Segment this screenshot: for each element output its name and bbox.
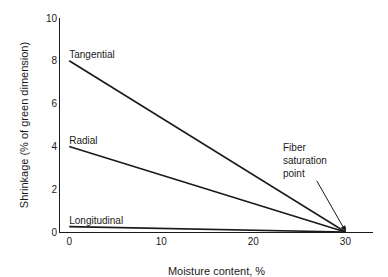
svg-text:10: 10 [46,13,58,24]
svg-text:20: 20 [248,236,260,247]
svg-text:Shrinkage (% of green dimensio: Shrinkage (% of green dimension) [18,42,30,208]
svg-text:8: 8 [51,55,57,66]
svg-text:6: 6 [51,98,57,109]
svg-text:0: 0 [51,227,57,238]
svg-text:2: 2 [51,184,57,195]
svg-text:Fibersaturationpoint: Fibersaturationpoint [283,142,327,179]
svg-text:Moisture content, %: Moisture content, % [168,265,265,277]
svg-text:Radial: Radial [69,135,97,146]
svg-text:0: 0 [66,236,72,247]
svg-text:4: 4 [51,141,57,152]
svg-text:Longitudinal: Longitudinal [69,215,123,226]
svg-text:30: 30 [340,236,352,247]
svg-text:10: 10 [156,236,168,247]
svg-text:Tangential: Tangential [69,49,115,60]
